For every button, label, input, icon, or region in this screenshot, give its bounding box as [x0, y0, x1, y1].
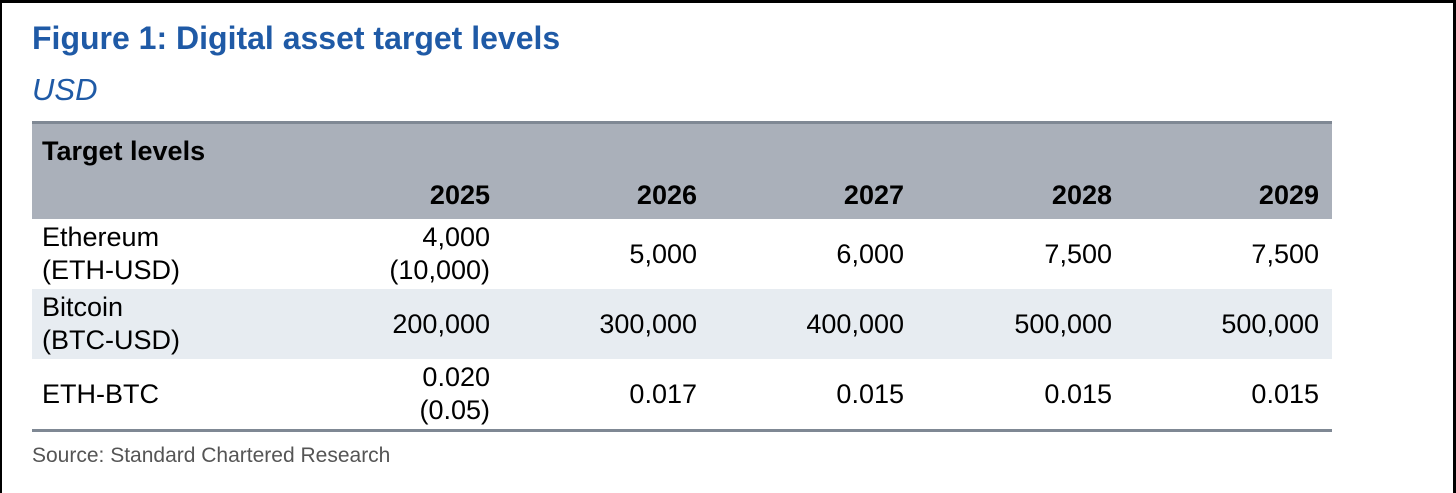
column-header-2029: 2029: [1258, 180, 1319, 210]
cell-value: 7,500: [1251, 238, 1319, 269]
cell-value: 0.017: [629, 378, 697, 409]
table-cell: 0.017: [629, 359, 697, 429]
figure-title: Figure 1: Digital asset target levels: [32, 20, 561, 56]
target-levels-table: Target levels 2025 2026 2027 2028 2029 E…: [32, 121, 1332, 432]
column-header-2025: 2025: [429, 180, 490, 210]
column-header-2026: 2026: [636, 180, 697, 210]
row-label: Ethereum (ETH-USD): [42, 219, 180, 289]
table-header: Target levels 2025 2026 2027 2028 2029: [32, 124, 1332, 219]
column-header-2028: 2028: [1051, 180, 1112, 210]
cell-value: 0.020: [422, 362, 490, 392]
cell-value: 0.015: [836, 378, 904, 409]
table-row-ethereum: Ethereum (ETH-USD) 4,000 (10,000) 5,000 …: [32, 219, 1332, 289]
row-label-name: Bitcoin: [42, 292, 124, 322]
cell-value: 0.015: [1044, 378, 1112, 409]
table-cell: 400,000: [806, 289, 904, 359]
cell-value: 300,000: [599, 308, 697, 339]
cell-value: 500,000: [1014, 308, 1112, 339]
table-row-bitcoin: Bitcoin (BTC-USD) 200,000 300,000 400,00…: [32, 289, 1332, 359]
cell-value: 6,000: [836, 238, 904, 269]
cell-value: 4,000: [422, 222, 490, 252]
table-cell: 0.020 (0.05): [419, 359, 490, 429]
frame-left-border: [0, 0, 2, 493]
table-cell: 4,000 (10,000): [389, 219, 490, 289]
table-cell: 300,000: [599, 289, 697, 359]
cell-value: 500,000: [1221, 308, 1319, 339]
table-cell: 500,000: [1014, 289, 1112, 359]
cell-value: 400,000: [806, 308, 904, 339]
figure-subtitle: USD: [32, 72, 98, 107]
table-cell: 5,000: [629, 219, 697, 289]
table-cell: 500,000: [1221, 289, 1319, 359]
cell-value: 200,000: [392, 308, 490, 339]
table-cell: 0.015: [836, 359, 904, 429]
frame-right-border: [1453, 0, 1456, 493]
cell-value: 0.015: [1251, 378, 1319, 409]
row-label: ETH-BTC: [42, 359, 159, 429]
row-label-name: ETH-BTC: [42, 378, 159, 409]
table-cell: 6,000: [836, 219, 904, 289]
table-cell: 200,000: [392, 289, 490, 359]
row-label-ticker: (BTC-USD): [42, 325, 180, 355]
table-row-eth-btc: ETH-BTC 0.020 (0.05) 0.017 0.015 0.015 0…: [32, 359, 1332, 429]
table-cell: 7,500: [1044, 219, 1112, 289]
row-label-ticker: (ETH-USD): [42, 255, 180, 285]
frame-top-border: [0, 0, 1456, 3]
row-label-name: Ethereum: [42, 222, 160, 252]
row-label: Bitcoin (BTC-USD): [42, 289, 180, 359]
table-heading: Target levels: [42, 136, 206, 166]
cell-alt-value: (10,000): [389, 255, 490, 285]
cell-value: 7,500: [1044, 238, 1112, 269]
table-cell: 0.015: [1044, 359, 1112, 429]
source-note: Source: Standard Chartered Research: [32, 444, 391, 467]
cell-value: 5,000: [629, 238, 697, 269]
cell-alt-value: (0.05): [419, 395, 490, 425]
table-cell: 7,500: [1251, 219, 1319, 289]
table-cell: 0.015: [1251, 359, 1319, 429]
column-header-2027: 2027: [843, 180, 904, 210]
